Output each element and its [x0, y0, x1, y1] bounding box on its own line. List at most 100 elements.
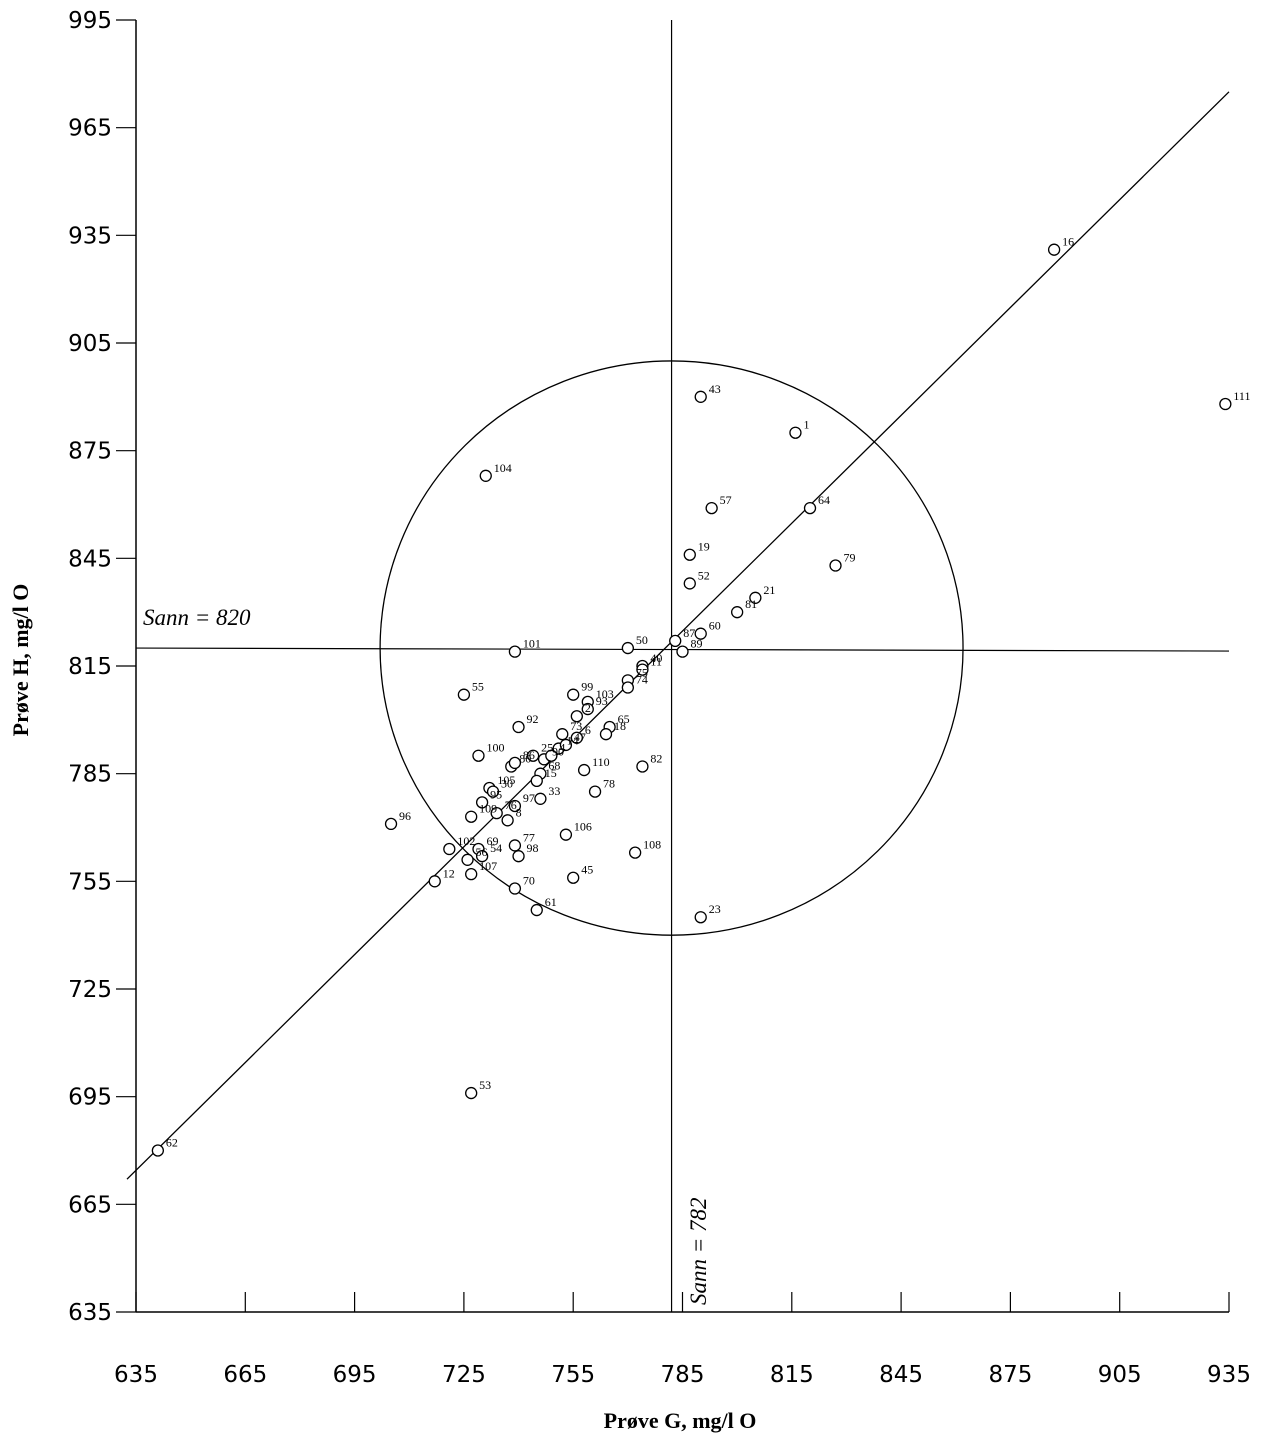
x-tick-label: 635: [114, 1362, 158, 1388]
point-label: 65: [618, 712, 630, 726]
data-point: [749, 591, 762, 604]
point-label: 30: [501, 777, 513, 791]
point-label: 103: [596, 687, 614, 701]
x-tick-label: 905: [1098, 1362, 1142, 1388]
y-tick-label: 695: [68, 1085, 112, 1111]
x-axis-title: Prøve G, mg/l O: [604, 1408, 757, 1433]
data-point: [508, 839, 522, 852]
point-label: 105: [497, 773, 515, 787]
data-point: [577, 763, 591, 777]
point-label: 16: [1062, 235, 1074, 249]
x-tick-label: 815: [770, 1362, 814, 1388]
point-label: 6: [585, 723, 591, 737]
y-tick-label: 755: [68, 869, 112, 895]
y-reference-label: Sann = 820: [143, 605, 251, 630]
point-label: 109: [479, 802, 497, 816]
x-tick-label: 665: [223, 1362, 267, 1388]
y-tick-label: 815: [68, 654, 112, 680]
axes: [116, 19, 1230, 1313]
data-point: [512, 720, 525, 734]
data-point: [465, 1086, 478, 1100]
point-label: 87: [683, 626, 695, 640]
data-point: [443, 842, 456, 856]
point-label: 75: [636, 665, 648, 679]
point-label: 107: [479, 859, 497, 873]
data-point: [1047, 243, 1061, 256]
y-tick-label: 785: [68, 762, 112, 788]
data-point: [570, 710, 583, 723]
data-point: [545, 749, 558, 762]
point-label: 12: [443, 866, 455, 880]
point-label: 95: [490, 787, 502, 801]
point-label: 98: [527, 841, 539, 855]
data-point: [556, 728, 569, 741]
point-label: 57: [720, 493, 732, 507]
point-label: 18: [614, 719, 626, 733]
reference-lines: [135, 20, 1230, 1312]
point-label: 50: [636, 633, 648, 647]
data-point: [151, 1144, 165, 1157]
x-tick-label: 755: [551, 1362, 595, 1388]
data-point: [559, 828, 573, 841]
data-point: [508, 799, 522, 813]
data-point: [1219, 397, 1232, 411]
data-point: [479, 469, 492, 482]
data-point: [636, 663, 649, 676]
point-label: 78: [603, 777, 615, 791]
point-label: 86: [523, 748, 535, 762]
point-label: 1: [803, 418, 809, 432]
x-tick-label: 785: [661, 1362, 705, 1388]
point-label: 76: [505, 798, 517, 812]
tick-labels: 6356656957257557858158458759059359659956…: [68, 8, 1251, 1388]
point-label: 73: [570, 719, 582, 733]
point-label: 101: [523, 637, 541, 651]
data-point: [428, 875, 441, 888]
data-point: [508, 756, 522, 770]
point-label: 60: [709, 619, 721, 633]
data-point: [683, 548, 696, 561]
point-label: 55: [472, 680, 484, 694]
point-label: 23: [709, 902, 721, 916]
point-label: 92: [527, 712, 539, 726]
data-point: [508, 882, 522, 895]
point-label: 89: [691, 637, 703, 651]
point-label: 102: [457, 834, 475, 848]
data-point: [636, 760, 649, 773]
data-point: [669, 634, 682, 648]
data-point: [472, 749, 485, 762]
data-point: [457, 688, 471, 701]
point-label: 43: [709, 382, 721, 396]
y-axis-title: Prøve H, mg/l O: [8, 584, 33, 737]
data-point: [530, 774, 543, 787]
data-point: [621, 641, 634, 655]
x-tick-label: 695: [333, 1362, 377, 1388]
point-label: 61: [545, 895, 557, 909]
data-point: [694, 390, 707, 403]
data-point: [570, 731, 583, 744]
point-label: 14: [567, 734, 579, 748]
y-tick-label: 725: [68, 977, 112, 1003]
y-tick-label: 665: [68, 1192, 112, 1218]
point-label: 82: [650, 751, 662, 765]
data-point: [475, 796, 489, 809]
data-point: [384, 817, 398, 831]
point-label: 19: [698, 540, 710, 554]
data-point: [501, 814, 514, 827]
data-point: [588, 785, 602, 798]
point-label: 90: [552, 744, 564, 758]
data-point: [628, 846, 642, 859]
point-label: 100: [486, 741, 504, 755]
y-tick-label: 875: [68, 439, 112, 465]
point-label: 33: [548, 784, 560, 798]
point-label: 56: [476, 845, 488, 859]
data-point: [508, 645, 522, 658]
data-point: [731, 606, 744, 619]
point-label: 54: [490, 841, 502, 855]
point-label: 80: [519, 751, 531, 765]
x-tick-label: 845: [879, 1362, 923, 1388]
data-point: [683, 577, 696, 590]
point-label: 96: [399, 809, 411, 823]
point-label: 47: [574, 730, 586, 744]
